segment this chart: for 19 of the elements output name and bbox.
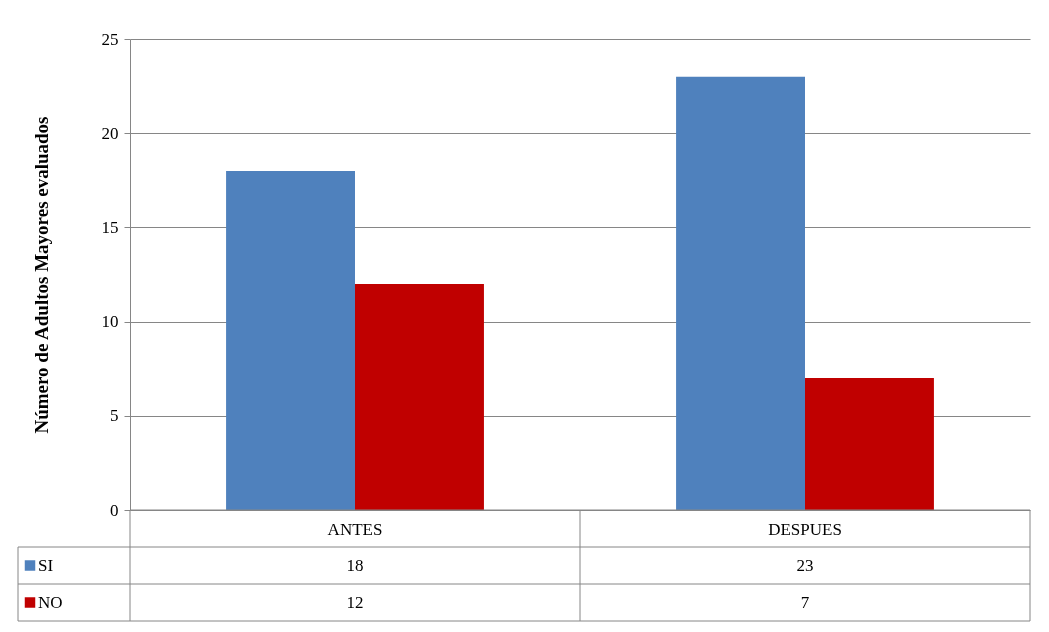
data-label: 18 [346,555,364,575]
y-tick-label: 15 [101,217,119,237]
y-tick-label: 20 [101,123,119,143]
bar [805,378,934,510]
data-label: 7 [800,592,810,612]
data-label: 23 [796,555,814,575]
y-tick-label: 5 [110,406,119,426]
legend-label: SI [38,555,54,575]
x-tick-label: DESPUES [768,519,842,539]
bar [226,170,355,510]
y-tick-label: 25 [101,29,119,49]
bar [355,283,484,510]
bar [676,76,805,510]
y-tick-label: 0 [110,500,119,520]
data-label: 12 [346,592,364,612]
y-axis-title: Número de Adultos Mayores evaluados [30,116,52,434]
legend-label: NO [38,592,63,612]
y-tick-label: 10 [101,312,119,332]
x-tick-label: ANTES [327,519,383,539]
